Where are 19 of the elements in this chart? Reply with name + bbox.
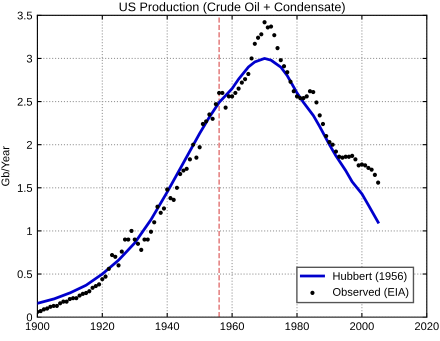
- x-tick-label: 2000: [350, 322, 374, 330]
- legend-label: Hubbert (1956): [333, 272, 406, 282]
- y-tick-label: 2.5: [18, 98, 32, 106]
- y-tick-label: 0: [26, 313, 32, 322]
- x-tick-label: 1960: [220, 322, 244, 330]
- y-tick-label: 3: [26, 54, 32, 63]
- x-tick-label: 1940: [156, 322, 180, 330]
- y-tick-label: 2: [26, 140, 32, 149]
- x-tick-label: 1900: [26, 322, 50, 330]
- x-tick-label: 2020: [415, 322, 439, 330]
- y-axis-title: Gb/Year: [1, 146, 10, 186]
- legend-label: Observed (EIA): [332, 288, 408, 298]
- x-tick-label: 1980: [285, 322, 309, 330]
- x-tick-label: 1920: [90, 322, 114, 330]
- chart-title: US Production (Crude Oil + Condensate): [120, 2, 345, 14]
- y-tick-label: 3.5: [18, 12, 32, 20]
- y-tick-label: 1.5: [18, 184, 32, 192]
- y-tick-label: 1: [27, 227, 32, 235]
- y-tick-label: 0.5: [18, 270, 32, 278]
